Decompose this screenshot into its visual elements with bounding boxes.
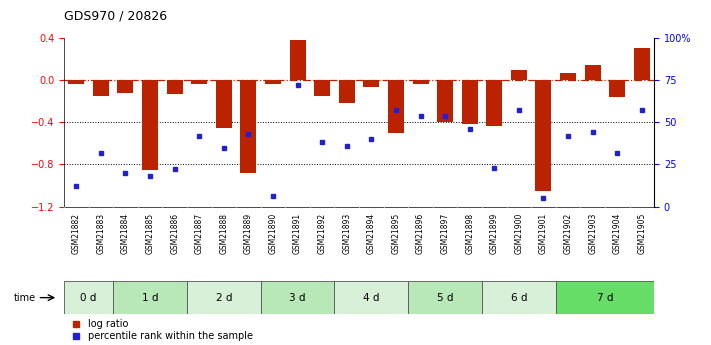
Text: GSM21891: GSM21891 — [293, 213, 302, 254]
Text: GSM21884: GSM21884 — [121, 213, 130, 254]
Bar — [191, 80, 207, 84]
Text: GSM21896: GSM21896 — [416, 213, 425, 254]
Bar — [408, 281, 482, 315]
Bar — [535, 80, 552, 191]
Bar — [609, 80, 625, 97]
Text: 4 d: 4 d — [363, 293, 380, 303]
Bar — [486, 80, 502, 127]
Bar — [289, 40, 306, 80]
Bar — [556, 281, 654, 315]
Text: GSM21885: GSM21885 — [146, 213, 154, 254]
Text: GSM21898: GSM21898 — [465, 213, 474, 254]
Text: GSM21883: GSM21883 — [97, 213, 105, 254]
Text: log ratio: log ratio — [87, 319, 128, 329]
Bar — [412, 80, 429, 84]
Bar — [634, 49, 650, 80]
Text: GSM21886: GSM21886 — [170, 213, 179, 254]
Text: 5 d: 5 d — [437, 293, 454, 303]
Bar — [334, 281, 408, 315]
Bar — [166, 80, 183, 94]
Text: GSM21905: GSM21905 — [637, 213, 646, 254]
Text: GSM21899: GSM21899 — [490, 213, 499, 254]
Text: GSM21889: GSM21889 — [244, 213, 253, 254]
Bar — [113, 281, 187, 315]
Bar — [261, 281, 334, 315]
Text: GSM21882: GSM21882 — [72, 213, 81, 254]
Text: 0 d: 0 d — [80, 293, 97, 303]
Bar — [461, 80, 478, 124]
Bar — [363, 80, 380, 88]
Text: GSM21902: GSM21902 — [564, 213, 572, 254]
Bar — [187, 281, 261, 315]
Text: GSM21895: GSM21895 — [392, 213, 400, 254]
Text: GSM21892: GSM21892 — [318, 213, 326, 254]
Text: GSM21888: GSM21888 — [219, 213, 228, 254]
Text: 7 d: 7 d — [597, 293, 613, 303]
Text: GSM21901: GSM21901 — [539, 213, 548, 254]
Bar — [560, 73, 576, 80]
Text: GSM21893: GSM21893 — [342, 213, 351, 254]
Bar — [142, 80, 158, 170]
Text: 3 d: 3 d — [289, 293, 306, 303]
Bar — [68, 80, 85, 84]
Bar — [437, 80, 453, 122]
Text: GSM21900: GSM21900 — [514, 213, 523, 254]
Text: time: time — [14, 293, 36, 303]
Text: GSM21903: GSM21903 — [588, 213, 597, 254]
Bar — [64, 281, 113, 315]
Bar — [265, 80, 281, 84]
Bar — [314, 80, 330, 96]
Text: 2 d: 2 d — [215, 293, 232, 303]
Text: GDS970 / 20826: GDS970 / 20826 — [64, 9, 167, 22]
Text: GSM21897: GSM21897 — [441, 213, 449, 254]
Bar — [511, 70, 527, 80]
Bar — [117, 80, 134, 93]
Text: GSM21894: GSM21894 — [367, 213, 376, 254]
Bar — [482, 281, 556, 315]
Bar — [388, 80, 404, 133]
Bar — [93, 80, 109, 96]
Text: 6 d: 6 d — [510, 293, 527, 303]
Text: GSM21904: GSM21904 — [613, 213, 621, 254]
Bar — [216, 80, 232, 128]
Text: GSM21890: GSM21890 — [269, 213, 277, 254]
Bar — [584, 65, 601, 80]
Text: GSM21887: GSM21887 — [195, 213, 204, 254]
Text: percentile rank within the sample: percentile rank within the sample — [87, 331, 252, 341]
Bar — [338, 80, 355, 103]
Bar — [240, 80, 257, 173]
Text: 1 d: 1 d — [141, 293, 159, 303]
